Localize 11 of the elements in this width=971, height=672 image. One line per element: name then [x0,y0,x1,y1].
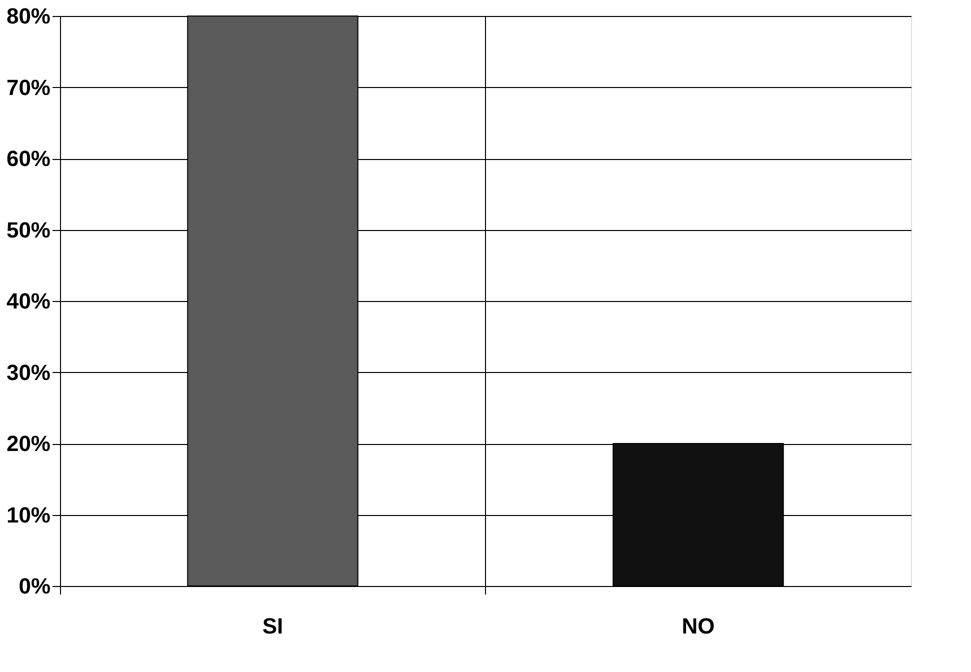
x-tick-label: NO [682,614,715,638]
y-tick-label: 20% [6,431,50,456]
y-tick-label: 80% [6,4,50,28]
x-tick-label: SI [262,614,284,638]
y-tick-label: 0% [18,574,50,598]
y-tick-label: 40% [6,288,50,314]
y-tick-label: 50% [6,217,50,242]
y-tick-label: 10% [6,502,50,528]
y-tick-label: 70% [6,74,50,100]
y-tick-label: 30% [6,360,50,385]
y-tick-label: 60% [6,146,50,171]
